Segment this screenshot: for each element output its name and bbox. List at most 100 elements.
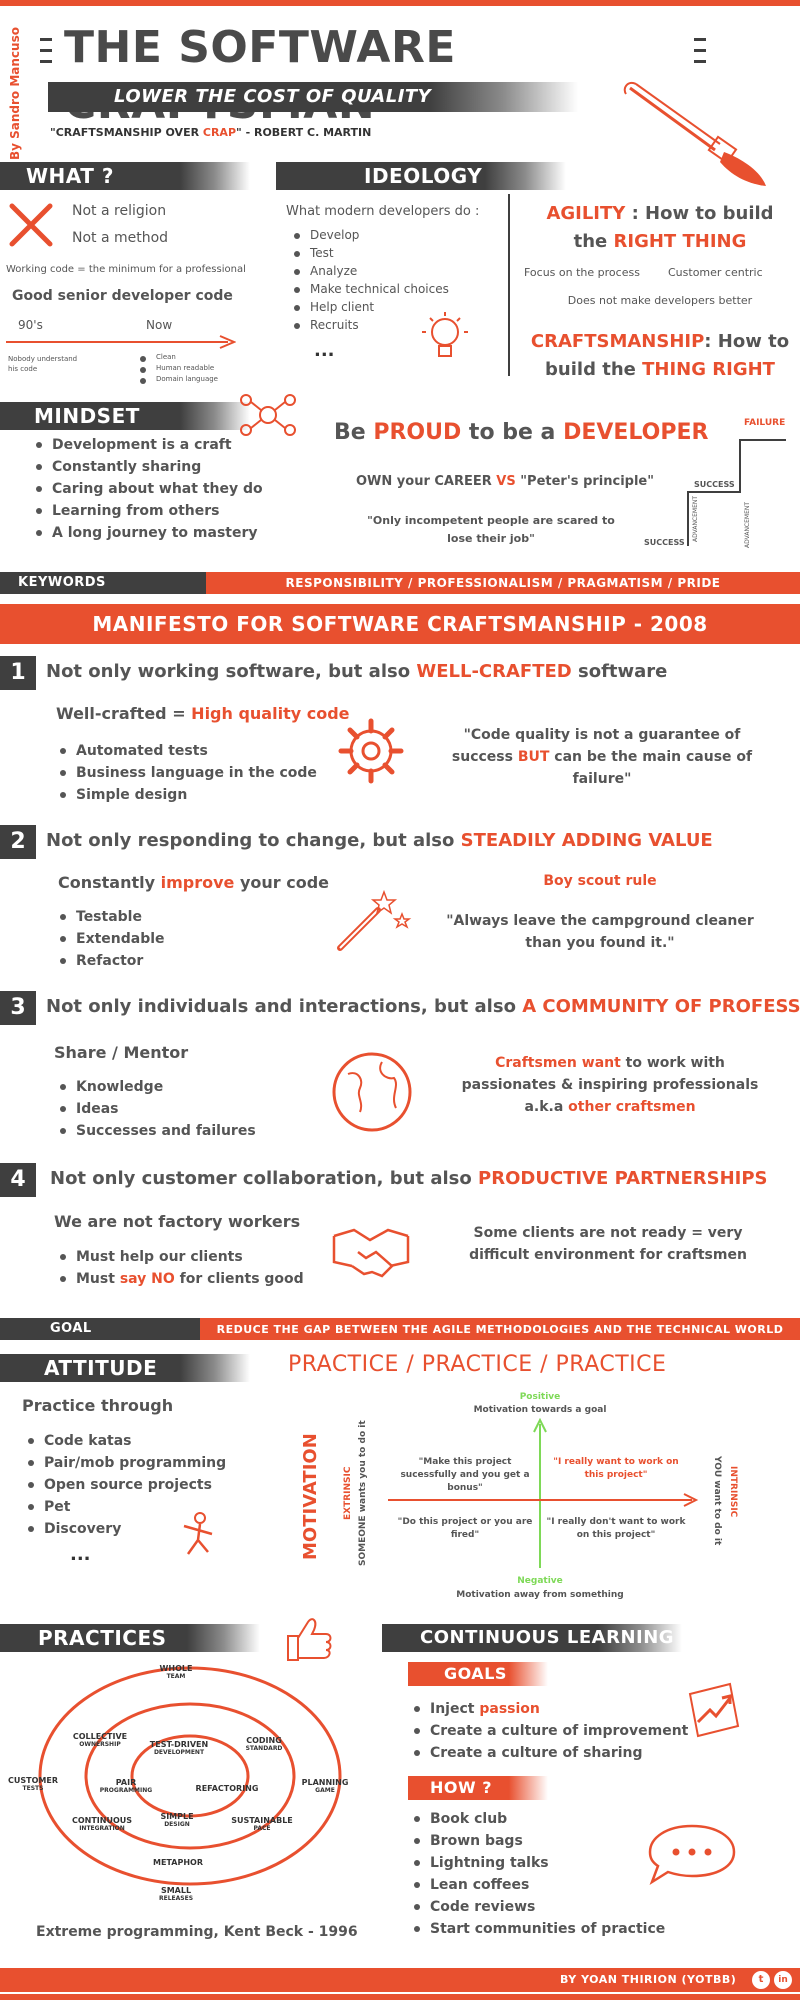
list-item: Lean coffees	[410, 1874, 665, 1896]
craftsmen-want-tail: to work with	[620, 1055, 725, 1071]
gear-icon	[338, 718, 404, 784]
section-4-number: 4	[0, 1163, 36, 1197]
keywords-text: RESPONSIBILITY / PROFESSIONALISM / PRAGM…	[285, 576, 721, 590]
section-1-quote-but: BUT	[517, 749, 550, 765]
list-item: Extendable	[56, 928, 165, 950]
title-dashes-right	[694, 32, 706, 72]
quote-line: "CRAFTSMANSHIP OVER CRAP" - ROBERT C. MA…	[50, 126, 371, 139]
practice-pair-programming: PAIR PROGRAMMING	[96, 1778, 156, 1794]
customer-centric: Customer centric	[668, 266, 763, 279]
nobody-note: Nobody understand his code	[8, 355, 78, 373]
list-item: Brown bags	[410, 1830, 665, 1852]
list-item: Open source projects	[24, 1474, 226, 1496]
list-item: Domain language	[136, 374, 218, 385]
author-vertical: By Sandro Mancuso	[6, 27, 26, 160]
list-item: Learning from others	[32, 500, 263, 522]
karate-icon	[183, 1512, 213, 1555]
nineties-label: 90's	[18, 318, 43, 332]
list-item: Analyze	[290, 262, 449, 280]
section-1-number: 1	[0, 656, 36, 690]
section-1-sub-red: High quality code	[191, 704, 350, 723]
goal-text: REDUCE THE GAP BETWEEN THE AGILE METHODO…	[216, 1323, 784, 1336]
section-4-sub: We are not factory workers	[54, 1212, 301, 1231]
pair-text: PAIR	[115, 1778, 137, 1787]
list-item: Test	[290, 244, 449, 262]
timeline-arrow	[6, 335, 236, 349]
practice-continuous-integration: CONTINUOUS INTEGRATION	[64, 1816, 140, 1832]
whole-text: WHOLE	[159, 1664, 193, 1673]
working-code-note: Working code = the minimum for a profess…	[6, 264, 246, 275]
practice-whole-team: WHOLE TEAM	[146, 1664, 206, 1680]
advancement-label-upper: ADVANCEMENT	[744, 501, 751, 548]
subtitle-banner: LOWER THE COST OF QUALITY	[48, 82, 578, 112]
section-1-head-red: WELL-CRAFTED	[416, 661, 572, 682]
success-label-lower: SUCCESS	[644, 538, 685, 547]
game-text: GAME	[315, 1787, 335, 1794]
tests-text: TESTS	[22, 1785, 44, 1792]
craftsmanship-word: CRAFTSMANSHIP	[530, 331, 705, 352]
list-item: Create a culture of improvement	[410, 1720, 688, 1742]
proud-word: PROUD	[373, 420, 462, 445]
list-item: Business language in the code	[56, 762, 317, 784]
now-items: Clean Human readable Domain language	[136, 352, 218, 385]
failure-label: FAILURE	[744, 418, 786, 428]
quadrant-intrinsic-positive: "I really want to work on this project"	[553, 1457, 679, 1480]
thumbs-up-icon	[287, 1618, 332, 1661]
goal-red-bar	[200, 1318, 800, 1340]
practice-refactoring: REFACTORING	[195, 1784, 259, 1793]
speech-bubble-icon	[648, 1824, 736, 1886]
releases-text: RELEASES	[158, 1895, 194, 1902]
customer-text: CUSTOMER	[8, 1776, 58, 1785]
collective-text: COLLECTIVE	[72, 1732, 128, 1741]
section-1-head: Not only working software, but also	[46, 661, 417, 682]
list-item: Lightning talks	[410, 1852, 665, 1874]
list-item: Successes and failures	[56, 1120, 256, 1142]
list-item: Pair/mob programming	[24, 1452, 226, 1474]
list-item: Book club	[410, 1808, 665, 1830]
globe-icon	[332, 1052, 412, 1132]
you-wrap: YOU want to do it	[708, 1456, 722, 1546]
ideology-list: Develop Test Analyze Make technical choi…	[290, 226, 449, 334]
keywords-red-bar	[206, 572, 800, 594]
standard-text: STANDARD	[245, 1745, 283, 1752]
career-steps-diagram	[687, 439, 786, 546]
list-item: A long journey to mastery	[32, 522, 263, 544]
practice-tdd: TEST-DRIVEN DEVELOPMENT	[136, 1740, 222, 1756]
list-item: Code katas	[24, 1430, 226, 1452]
list-item: Develop	[290, 226, 449, 244]
positive-label: Positive	[519, 1392, 561, 1402]
linkedin-icon[interactable]: in	[774, 1971, 792, 1989]
not-method: Not a method	[72, 230, 169, 246]
other-craftsmen: other craftsmen	[568, 1099, 696, 1115]
page-title: THE SOFTWARE CRAFTSMAN	[64, 22, 456, 129]
practice-metaphor: METAPHOR	[153, 1858, 203, 1867]
section-4-clients: Some clients are not ready = very diffic…	[469, 1225, 747, 1263]
twitter-icon[interactable]: t	[752, 1971, 770, 1989]
list-item: Discovery	[24, 1518, 226, 1540]
own-career: OWN your CAREER	[356, 474, 492, 489]
section-4-head: Not only customer collaboration, but als…	[50, 1168, 479, 1189]
small-text: SMALL	[160, 1886, 192, 1895]
growth-chart-icon	[688, 1682, 740, 1738]
section-1-quote-tail: can be the main cause of failure"	[549, 749, 753, 787]
quadrant-intrinsic-negative: "I really don't want to work on this pro…	[546, 1517, 686, 1540]
how-list: Book club Brown bags Lightning talks Lea…	[410, 1808, 665, 1940]
section-2-head-red: STEADILY ADDING VALUE	[460, 830, 713, 851]
section-3-head-red: A COMMUNITY OF PROFESSIONALS	[522, 996, 800, 1017]
footer-credit: BY YOAN THIRION (YOTBB)	[560, 1973, 737, 1986]
advancement-label-lower: ADVANCEMENT	[692, 495, 699, 542]
bottom-border	[0, 1994, 800, 2000]
agility-block: AGILITY : How to build the RIGHT THING	[520, 200, 800, 256]
lightbulb-icon	[422, 312, 468, 357]
section-2-sub-text: Constantly	[58, 873, 161, 892]
motivation-wrap: MOTIVATION	[300, 1433, 324, 1560]
goal-label: GOAL	[50, 1321, 92, 1336]
section-3-community: Craftsmen want to work with passionates …	[460, 1052, 760, 1118]
section-3-number: 3	[0, 991, 36, 1025]
list-item: Clean	[136, 352, 218, 363]
section-2-quote: "Always leave the campground cleaner tha…	[446, 913, 754, 951]
list-item: Caring about what they do	[32, 478, 263, 500]
career-line: OWN your CAREER VS "Peter's principle"	[356, 474, 654, 489]
incompetent-quote: "Only incompetent people are scared to l…	[367, 514, 615, 545]
intrinsic-wrap: INTRINSIC	[724, 1466, 738, 1526]
